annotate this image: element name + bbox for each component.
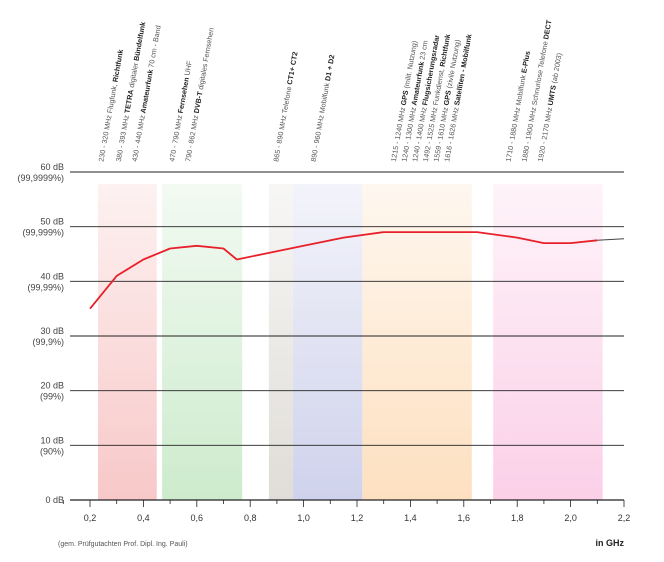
- frequency-band: [362, 184, 472, 500]
- band-label-segment: 70 cm - Band: [146, 25, 163, 71]
- band-label: 865 - 890 MHz Telefone CT1+ CT2: [271, 51, 299, 162]
- x-tick-label: 0,2: [84, 513, 97, 523]
- band-label-segment: 890 - 960 MHz Mobilfunk: [309, 80, 332, 162]
- frequency-band: [162, 184, 243, 500]
- y-tick-sublabel: (99,9999%): [17, 173, 64, 183]
- band-label-segment: Richtfunk: [110, 49, 125, 83]
- band-label-segment: (ab 2003): [549, 52, 564, 86]
- band-label-segment: GPS: [441, 89, 453, 106]
- band-label-segment: DVB-T: [192, 90, 205, 114]
- band-label-segment: Fernsehen: [176, 77, 191, 114]
- band-label-segment: digitaler: [127, 60, 141, 90]
- band-label-segment: 380 - 393 MHz: [114, 112, 131, 162]
- series-line: [597, 238, 625, 241]
- x-tick-label: 1,8: [511, 513, 524, 523]
- band-label-segment: CT1+ CT2: [285, 51, 300, 85]
- band-label-segment: UMTS: [546, 84, 558, 106]
- y-tick-label: 50 dB: [40, 217, 64, 227]
- x-axis: 0,2 0,4 0,6 0,8 1,0 1,2 1,4 1,6 1,8 2,0 2,2 in GHz (…: [58, 500, 630, 548]
- frequency-band: [493, 184, 603, 500]
- band-label-segment: GPS: [399, 89, 411, 106]
- band-label-segment: Amateurfunk: [138, 69, 155, 114]
- band-label-segment: 865 - 890 MHz Telefone: [271, 84, 293, 163]
- y-axis-labels: 60 dB(99,9999%) 50 dB(99,999%) 40 dB(99,99…: [17, 162, 64, 505]
- band-label-segment: DECT: [541, 19, 553, 40]
- x-tick-label: 1,6: [458, 513, 471, 523]
- y-tick-sublabel: (90%): [40, 446, 64, 456]
- band-label-segment: TETRA: [122, 89, 135, 114]
- grid: [70, 171, 624, 501]
- band-label-segment: E-Plus: [519, 50, 532, 74]
- frequency-band: [268, 184, 293, 500]
- series-line: [89, 231, 598, 310]
- frequency-bands: [98, 184, 603, 500]
- band-label-segment: UHF: [182, 59, 194, 78]
- x-tick-label: 1,0: [297, 513, 310, 523]
- y-tick-label: 60 dB: [40, 162, 64, 172]
- x-tick-label: 0,4: [137, 513, 150, 523]
- x-tick-label: 0,8: [244, 513, 257, 523]
- band-label-segment: Bündelfunk: [132, 21, 148, 61]
- x-axis-unit: in GHz: [596, 538, 625, 548]
- band-label-segment: 470 - 790 MHz: [167, 112, 184, 162]
- frequency-band: [292, 184, 363, 500]
- band-label-segment: digitales Fernsehen: [196, 27, 216, 92]
- band-label: 890 - 960 MHz Mobilfunk D1 + D2: [309, 54, 337, 162]
- band-label-segment: 430 - 440 MHz: [130, 112, 147, 162]
- x-tick-label: 1,4: [404, 513, 417, 523]
- y-tick-label: 0 dB: [45, 495, 64, 505]
- footnote: (gem. Prüfgutachten Prof. Dipl. Ing. Pau…: [58, 541, 188, 548]
- band-label-segment: 790 - 862 MHz: [183, 112, 200, 162]
- x-tick-label: 1,2: [351, 513, 364, 523]
- y-tick-sublabel: (99,99%): [27, 282, 64, 292]
- band-label: 790 - 862 MHz DVB-T digitales Fernsehen: [183, 27, 215, 162]
- y-tick-sublabel: (99%): [40, 392, 64, 402]
- band-label-segment: 23 cm: [417, 40, 430, 63]
- y-tick-sublabel: (99,999%): [22, 228, 64, 238]
- y-tick-label: 10 dB: [40, 435, 64, 445]
- x-tick-label: 2,0: [564, 513, 577, 523]
- y-tick-sublabel: (99,9%): [32, 337, 64, 347]
- x-tick-label: 2,2: [618, 513, 631, 523]
- y-tick-label: 40 dB: [40, 271, 64, 281]
- frequency-band: [98, 184, 157, 500]
- band-label-segment: 1920 - 2170 MHz: [536, 105, 555, 163]
- y-tick-label: 30 dB: [40, 326, 64, 336]
- x-tick-label: 0,6: [191, 513, 204, 523]
- series: [89, 231, 625, 310]
- y-tick-label: 20 dB: [40, 381, 64, 391]
- band-label-segment: D1 + D2: [323, 54, 336, 82]
